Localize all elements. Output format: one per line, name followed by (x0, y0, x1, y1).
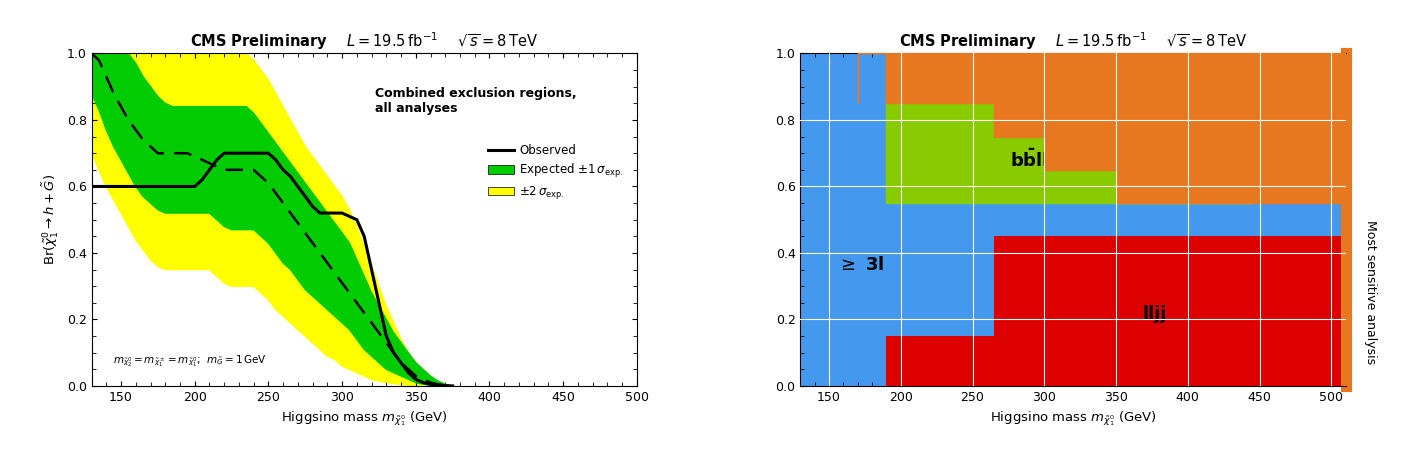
Polygon shape (92, 53, 452, 386)
Y-axis label: Br$(\tilde{\chi}^0_1 \rightarrow h + \tilde{G})$: Br$(\tilde{\chi}^0_1 \rightarrow h + \ti… (41, 174, 61, 265)
Text: lljj: lljj (1143, 306, 1167, 324)
Polygon shape (92, 53, 452, 386)
Polygon shape (886, 103, 1253, 203)
Bar (995, 236, 1346, 386)
Title: CMS Preliminary    $L = 19.5\,\mathrm{fb}^{-1}$    $\sqrt{s} = 8\,\mathrm{TeV}$: CMS Preliminary $L = 19.5\,\mathrm{fb}^{… (190, 30, 538, 52)
Text: Combined exclusion regions,
all analyses: Combined exclusion regions, all analyses (375, 87, 576, 115)
Text: $m_{\tilde{\chi}^0_2} = m_{\tilde{\chi}^\pm_1} = m_{\tilde{\chi}^0_1}$;  $m_{\ti: $m_{\tilde{\chi}^0_2} = m_{\tilde{\chi}^… (113, 352, 268, 369)
Text: $\geq$ 3l: $\geq$ 3l (837, 256, 883, 273)
Polygon shape (858, 53, 1346, 203)
Legend: Observed, Expected $\pm 1\,\sigma_\mathregular{exp.}$, $\pm 2\,\sigma_\mathregul: Observed, Expected $\pm 1\,\sigma_\mathr… (483, 139, 628, 206)
Title: CMS Preliminary    $L = 19.5\,\mathrm{fb}^{-1}$    $\sqrt{s} = 8\,\mathrm{TeV}$: CMS Preliminary $L = 19.5\,\mathrm{fb}^{… (899, 30, 1247, 52)
Text: Most sensitive analysis: Most sensitive analysis (1364, 220, 1377, 364)
X-axis label: Higgsino mass $m_{\tilde{\chi}^0_1}$ (GeV): Higgsino mass $m_{\tilde{\chi}^0_1}$ (Ge… (989, 409, 1157, 428)
Bar (886, 336, 995, 386)
Text: b$\mathbf{\bar{b}}$b$\mathbf{\bar{b}}$: b$\mathbf{\bar{b}}$b$\mathbf{\bar{b}}$ (1112, 78, 1165, 101)
X-axis label: Higgsino mass $m_{\tilde{\chi}^0_1}$ (GeV): Higgsino mass $m_{\tilde{\chi}^0_1}$ (Ge… (280, 409, 448, 428)
Text: b$\mathbf{\bar{b}}$ll: b$\mathbf{\bar{b}}$ll (1010, 148, 1048, 171)
